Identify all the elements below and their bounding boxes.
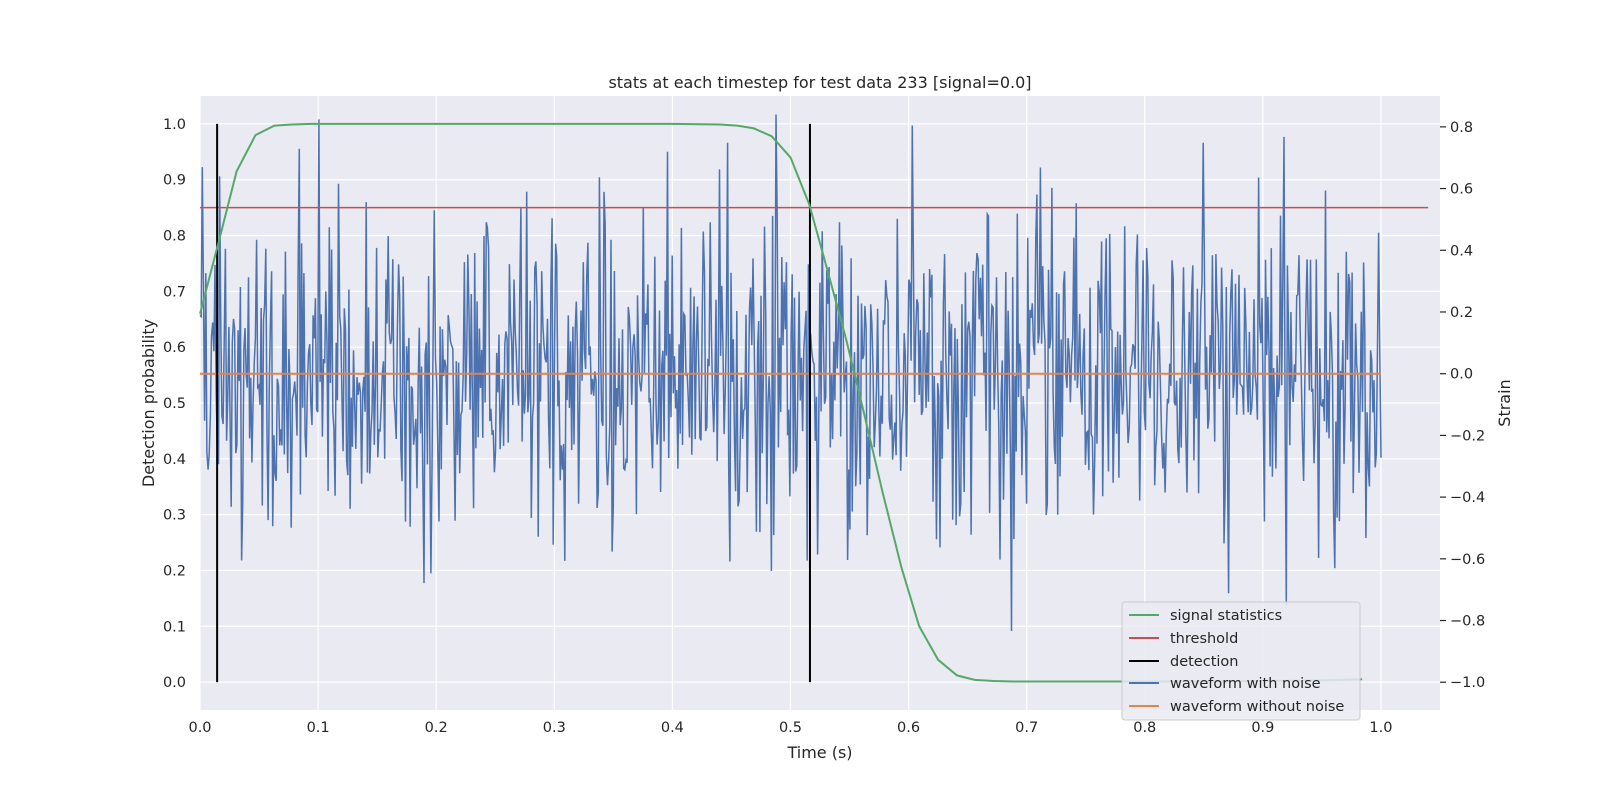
right-y-tick-label: 0.6 (1450, 182, 1473, 198)
left-y-tick-label: 0.7 (163, 284, 186, 300)
right-y-tick-label: −1.0 (1450, 675, 1485, 691)
right-axis-ticks: −1.0 −0.8 −0.6 −0.4 −0.2 0.0 0.2 0.4 0.6 0.8 (1440, 120, 1485, 691)
legend-item-waveform-without-noise: waveform without noise (1129, 699, 1344, 715)
legend-label: waveform without noise (1170, 699, 1344, 715)
x-tick-label: 0.3 (543, 720, 566, 736)
x-axis-label: Time (s) (786, 743, 852, 762)
x-tick-label: 1.0 (1369, 720, 1392, 736)
left-y-tick-label: 1.0 (163, 117, 186, 133)
x-tick-label: 0.8 (1133, 720, 1156, 736)
x-tick-label: 0.9 (1251, 720, 1274, 736)
right-y-tick-label: 0.0 (1450, 367, 1473, 383)
legend-item-waveform-with-noise: waveform with noise (1129, 676, 1321, 692)
legend-box (1121, 601, 1361, 721)
x-tick-label: 0.6 (897, 720, 920, 736)
left-axis-ticks: 0.0 0.1 0.2 0.3 0.4 0.5 0.6 0.7 0.8 0.9 1.0 (163, 117, 186, 691)
legend-item-threshold: threshold (1129, 631, 1238, 647)
legend-label: waveform with noise (1170, 676, 1321, 692)
series-signal-statistics (199, 122, 1363, 683)
legend: signal statistics threshold detection wa… (1121, 601, 1361, 721)
right-y-tick-label: −0.4 (1450, 490, 1485, 506)
legend-label: signal statistics (1170, 608, 1282, 624)
left-y-tick-label: 0.9 (163, 173, 186, 189)
legend-item-detection: detection (1129, 654, 1238, 670)
x-tick-label: 0.0 (188, 720, 211, 736)
chart-title: stats at each timestep for test data 233… (608, 73, 1031, 92)
x-tick-label: 0.5 (779, 720, 802, 736)
series-waveform-with-noise (199, 114, 1382, 632)
right-y-tick-label: −0.6 (1450, 552, 1485, 568)
left-axis-label: Detection probability (139, 319, 158, 487)
right-y-tick-label: −0.8 (1450, 614, 1485, 630)
legend-label: threshold (1170, 631, 1238, 647)
right-y-tick-label: 0.2 (1450, 305, 1473, 321)
x-tick-label: 0.7 (1015, 720, 1038, 736)
x-tick-label: 0.1 (307, 720, 330, 736)
right-y-tick-label: 0.4 (1450, 243, 1473, 259)
legend-item-signal-statistics: signal statistics (1129, 608, 1282, 624)
left-y-tick-label: 0.1 (163, 619, 186, 635)
right-y-tick-label: 0.8 (1450, 120, 1473, 136)
left-y-tick-label: 0.3 (163, 508, 186, 524)
x-tick-label: 0.4 (661, 720, 684, 736)
right-y-tick-label: −0.2 (1450, 428, 1485, 444)
left-y-tick-label: 0.2 (163, 563, 186, 579)
left-y-tick-label: 0.5 (163, 396, 186, 412)
right-axis-label: Strain (1495, 379, 1514, 426)
left-y-tick-label: 0.4 (163, 452, 186, 468)
left-y-tick-label: 0.6 (163, 340, 186, 356)
left-y-tick-label: 0.0 (163, 675, 186, 691)
left-y-tick-label: 0.8 (163, 229, 186, 245)
x-axis-ticks: 0.0 0.1 0.2 0.3 0.4 0.5 0.6 0.7 0.8 0.9 1.0 (188, 720, 1392, 736)
legend-label: detection (1170, 654, 1238, 670)
series-layer (199, 114, 1429, 683)
x-tick-label: 0.2 (425, 720, 448, 736)
